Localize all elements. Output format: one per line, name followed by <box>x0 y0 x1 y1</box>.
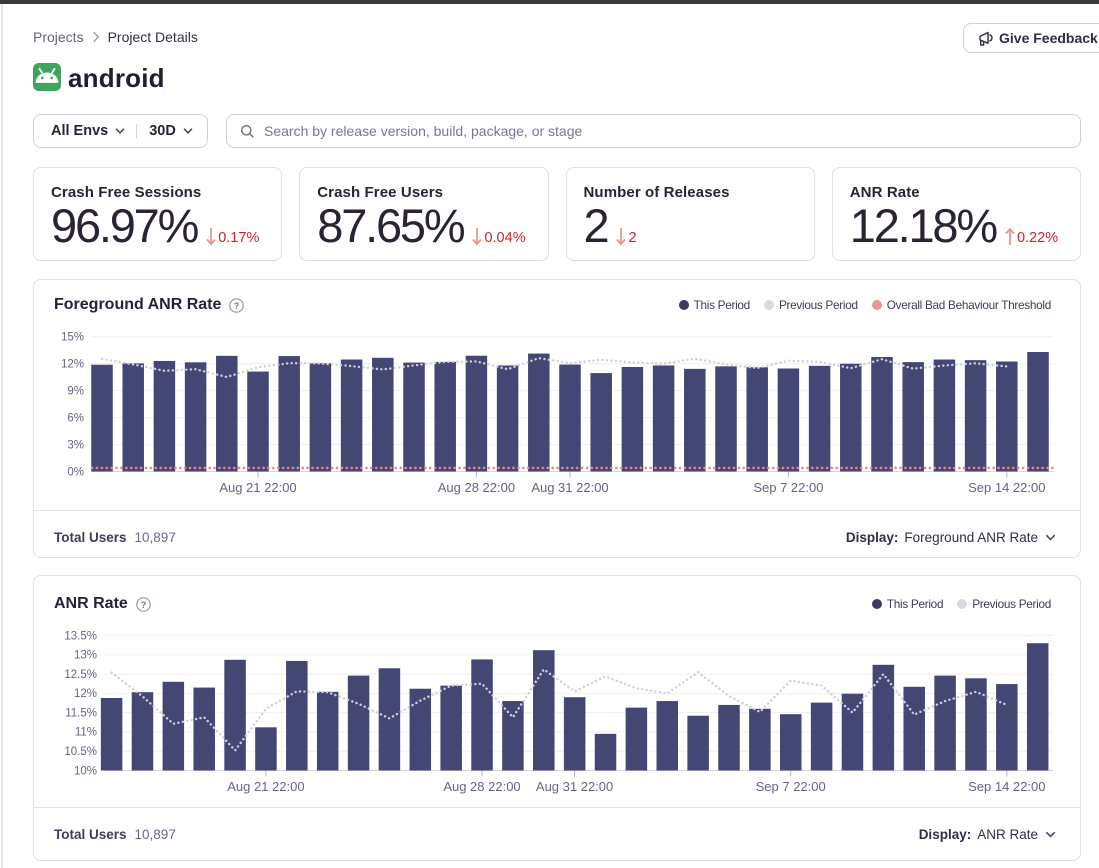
svg-text:Aug 28 22:00: Aug 28 22:00 <box>443 779 520 794</box>
svg-text:?: ? <box>234 300 240 310</box>
svg-text:6%: 6% <box>67 412 84 424</box>
svg-text:10.5%: 10.5% <box>64 746 97 758</box>
svg-text:?: ? <box>141 599 147 609</box>
svg-text:Aug 21 22:00: Aug 21 22:00 <box>227 779 304 794</box>
svg-text:15%: 15% <box>61 332 84 344</box>
svg-text:12.5%: 12.5% <box>64 669 97 681</box>
svg-text:12%: 12% <box>61 359 84 371</box>
svg-text:Sep 14 22:00: Sep 14 22:00 <box>968 779 1045 794</box>
svg-text:Sep 7 22:00: Sep 7 22:00 <box>756 779 826 794</box>
svg-text:Aug 31 22:00: Aug 31 22:00 <box>531 480 608 495</box>
svg-text:10%: 10% <box>74 765 97 777</box>
svg-text:Aug 31 22:00: Aug 31 22:00 <box>536 779 613 794</box>
svg-text:Sep 14 22:00: Sep 14 22:00 <box>968 480 1045 495</box>
svg-text:11%: 11% <box>75 727 97 739</box>
svg-text:9%: 9% <box>67 385 84 397</box>
svg-text:Aug 21 22:00: Aug 21 22:00 <box>219 480 296 495</box>
svg-text:Aug 28 22:00: Aug 28 22:00 <box>438 480 515 495</box>
svg-text:13.5%: 13.5% <box>64 630 97 642</box>
svg-text:3%: 3% <box>67 439 84 451</box>
svg-text:13%: 13% <box>74 650 97 662</box>
svg-text:Sep 7 22:00: Sep 7 22:00 <box>753 480 823 495</box>
svg-text:0%: 0% <box>67 466 84 478</box>
svg-text:11.5%: 11.5% <box>65 707 97 719</box>
svg-text:12%: 12% <box>74 688 97 700</box>
